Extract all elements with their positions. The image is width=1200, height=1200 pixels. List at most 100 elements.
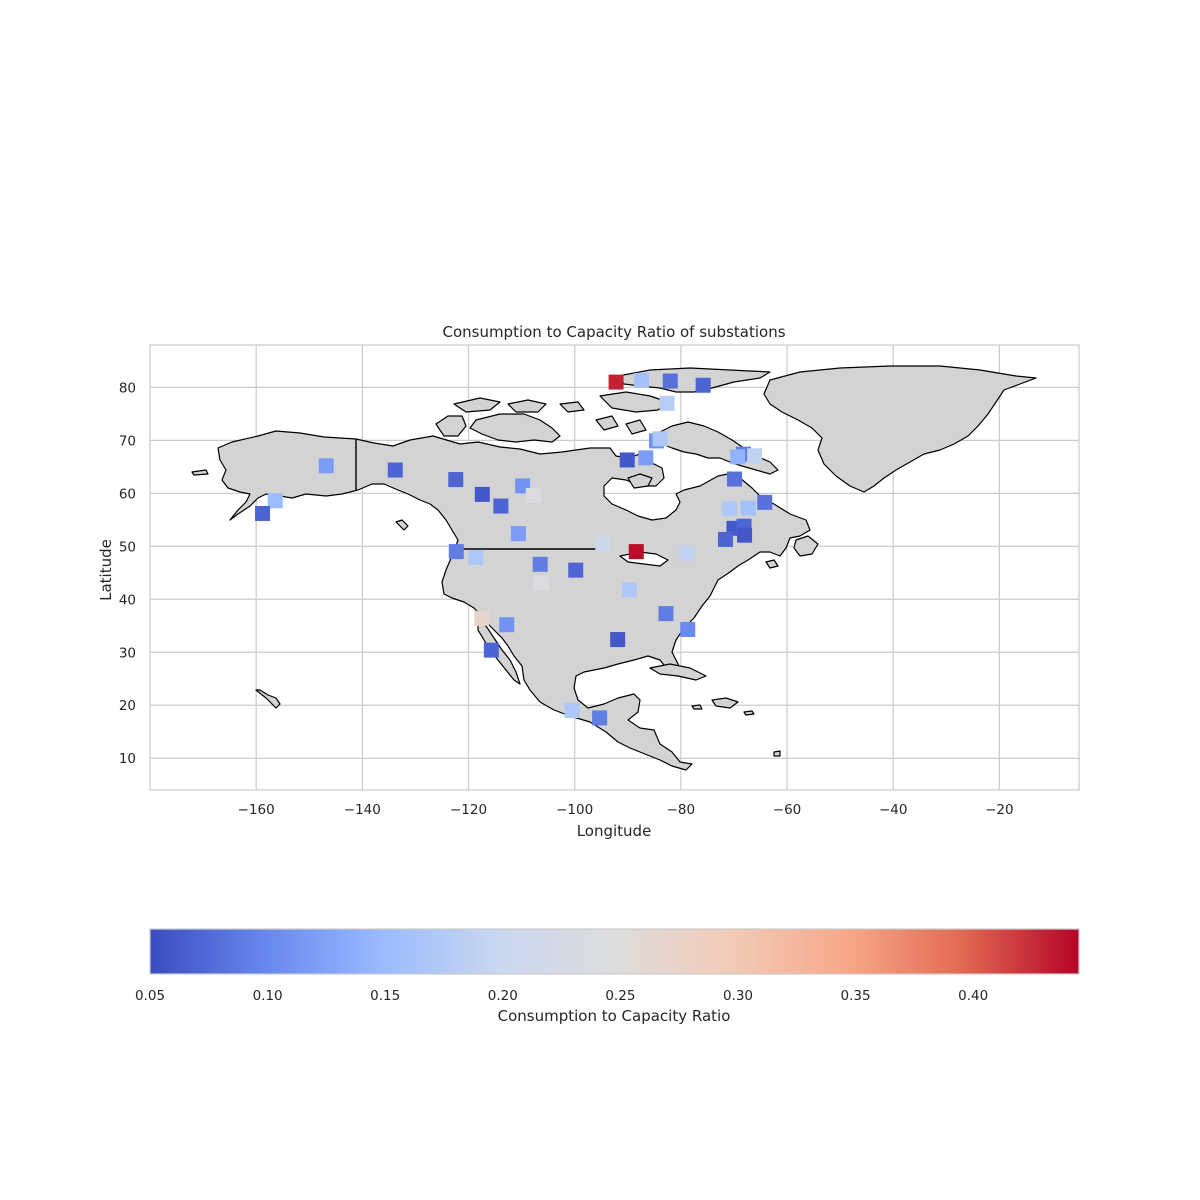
victoria-island	[469, 413, 561, 443]
substation-marker	[595, 536, 611, 552]
substation-marker	[387, 462, 403, 478]
jamaica	[691, 704, 703, 710]
x-tick-label: −20	[985, 802, 1014, 818]
y-tick-label: 80	[119, 380, 136, 396]
substation-marker	[474, 486, 490, 502]
substation-marker	[662, 373, 678, 389]
substation-marker	[318, 458, 334, 474]
substation-marker	[448, 472, 464, 488]
substation-marker	[255, 505, 271, 521]
axes-frame	[149, 344, 1080, 791]
y-tick-label: 60	[119, 486, 136, 502]
substation-marker	[757, 494, 773, 510]
x-axis-label: Longitude	[577, 822, 652, 840]
substation-marker	[747, 448, 763, 464]
x-tick-labels: −160 −140 −120 −100 −80 −60 −40 −20	[238, 802, 1014, 818]
substation-marker	[533, 575, 549, 591]
substation-marker	[564, 703, 580, 719]
substation-marker	[722, 501, 738, 517]
substation-marker	[678, 545, 694, 561]
substation-marker	[659, 395, 675, 411]
substation-marker	[740, 500, 756, 516]
y-tick-label: 40	[119, 592, 136, 608]
banks-island	[435, 415, 467, 437]
substation-points	[255, 372, 773, 726]
gulf-of-st-lawrence-island	[765, 559, 779, 569]
arctic-island-b	[559, 401, 585, 413]
substation-marker	[592, 710, 608, 726]
substation-marker	[267, 493, 283, 509]
arctic-island-d	[625, 419, 647, 435]
queen-elizabeth-islands	[453, 397, 501, 413]
vancouver-island	[395, 519, 409, 531]
colorbar-tick-label: 0.40	[958, 988, 988, 1004]
puerto-rico	[743, 710, 755, 716]
hawaii-islands	[255, 689, 281, 709]
colorbar-tick-label: 0.20	[488, 988, 518, 1004]
substation-marker	[474, 610, 490, 626]
chart-title: Consumption to Capacity Ratio of substat…	[442, 323, 785, 341]
substation-marker	[680, 621, 696, 637]
substation-marker	[658, 606, 674, 622]
colorbar: 0.05 0.10 0.15 0.20 0.25 0.30 0.35 0.40 Consump…	[135, 928, 1080, 1025]
y-tick-label: 70	[119, 433, 136, 449]
x-tick-label: −140	[344, 802, 381, 818]
substation-marker	[621, 582, 637, 598]
aleutian-islands	[191, 469, 209, 476]
hispaniola	[711, 697, 739, 709]
cuba	[649, 663, 707, 681]
substation-marker	[695, 377, 711, 393]
x-tick-label: −80	[667, 802, 696, 818]
colorbar-tick-label: 0.25	[605, 988, 635, 1004]
y-tick-label: 10	[119, 751, 136, 767]
colorbar-label: Consumption to Capacity Ratio	[498, 1007, 731, 1025]
substation-marker	[634, 372, 650, 388]
substation-marker	[525, 487, 541, 503]
land-masses	[191, 365, 1037, 771]
colorbar-tick-label: 0.35	[841, 988, 871, 1004]
colorbar-tick-label: 0.05	[135, 988, 165, 1004]
substation-marker	[717, 531, 733, 547]
baja-california	[477, 619, 521, 685]
x-tick-label: −100	[556, 802, 593, 818]
substation-marker	[568, 562, 584, 578]
substation-marker	[737, 527, 753, 543]
greenland-landmass	[763, 365, 1037, 493]
substation-marker	[638, 450, 654, 466]
y-tick-label: 30	[119, 645, 136, 661]
substation-marker	[652, 431, 668, 447]
country-borders	[355, 439, 596, 550]
southampton-island	[627, 473, 653, 489]
substation-marker	[510, 526, 526, 542]
x-tick-label: −160	[238, 802, 275, 818]
colorbar-tick-label: 0.30	[723, 988, 753, 1004]
substation-marker	[726, 471, 742, 487]
north-america-landmass	[217, 430, 811, 771]
colorbar-gradient	[149, 928, 1080, 975]
substation-marker	[468, 549, 484, 565]
y-tick-label: 20	[119, 698, 136, 714]
x-tick-label: −60	[773, 802, 802, 818]
substation-marker	[628, 544, 644, 560]
substation-marker	[619, 452, 635, 468]
colorbar-ticks: 0.05 0.10 0.15 0.20 0.25 0.30 0.35 0.40	[135, 988, 988, 1004]
newfoundland	[793, 535, 819, 557]
substation-marker	[532, 556, 548, 572]
x-tick-label: −40	[879, 802, 908, 818]
map-axes: −160 −140 −120 −100 −80 −60 −40 −20 10 20 30 40 50 6…	[119, 344, 1080, 818]
trinidad	[773, 750, 781, 757]
substation-marker	[493, 498, 509, 514]
y-tick-label: 50	[119, 539, 136, 555]
substation-marker	[499, 617, 515, 633]
colorbar-tick-label: 0.15	[370, 988, 400, 1004]
x-tick-label: −120	[450, 802, 487, 818]
substation-marker	[610, 632, 626, 648]
substation-marker	[483, 642, 499, 658]
substation-marker	[730, 449, 746, 465]
colorbar-tick-label: 0.10	[253, 988, 283, 1004]
substation-marker	[448, 544, 464, 560]
arctic-island-a	[507, 399, 547, 413]
y-axis-label: Latitude	[97, 539, 115, 601]
substation-marker	[608, 374, 624, 390]
